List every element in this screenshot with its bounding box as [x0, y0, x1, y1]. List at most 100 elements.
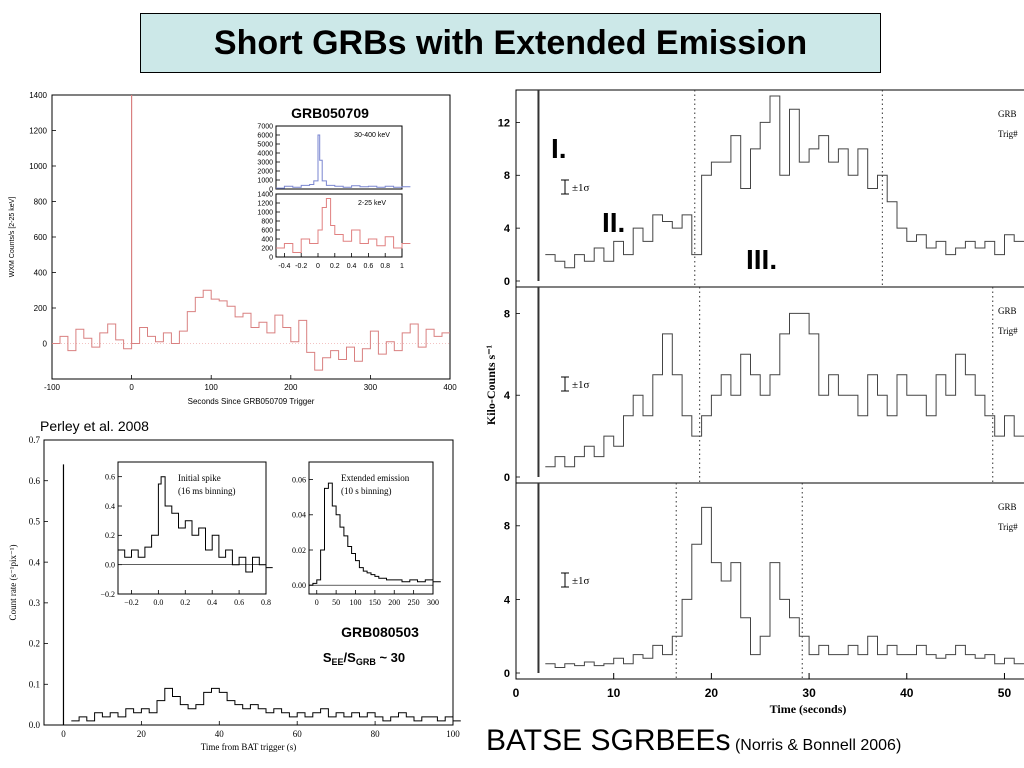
batse-3-ytick-label: 4 [504, 594, 511, 606]
hete-hi-ytick-label: 0 [269, 186, 273, 193]
hete-lo-xtick-label: 0.6 [364, 263, 374, 270]
hete-hi-label: 30-400 keV [354, 132, 390, 139]
batse-1-errorbar [561, 179, 569, 195]
hete-lo-frame [275, 193, 403, 258]
batse-xtick-label: 50 [998, 686, 1012, 700]
swift-spike-ytick-label: −0.2 [100, 590, 115, 599]
hete-xtick-label: -100 [44, 383, 61, 392]
swift-xtick-label: 40 [215, 729, 225, 739]
batse-2-series [545, 312, 1024, 468]
batse-xtick-label: 40 [900, 686, 914, 700]
swift-spike-ytick-label: 0.0 [105, 560, 115, 569]
swift-xtick-label: 60 [293, 729, 303, 739]
hete-ytick-label: 400 [34, 268, 48, 277]
swift-spike-title2: (16 ms binning) [178, 486, 236, 496]
batse-3-errorbar [561, 572, 569, 588]
batse-xlabel: Time (seconds) [770, 702, 847, 716]
hete-lo-xtick-label: -0.2 [295, 263, 307, 270]
hete-xtick-label: 400 [443, 383, 457, 392]
hete-lo-xtick-label: 0.2 [330, 263, 340, 270]
swift-xtick-label: 80 [371, 729, 381, 739]
hete-series [52, 289, 450, 371]
hete-hi-ytick-label: 1000 [257, 177, 273, 184]
swift-ext-xtick-label: 300 [427, 598, 439, 607]
swift-series [71, 687, 461, 722]
batse-3-legend-trig: Trig# [998, 522, 1018, 532]
batse-1-ytick-label: 8 [504, 170, 510, 182]
swift-spike-ytick-label: 0.6 [105, 472, 115, 481]
batse-1-error-label: ±1σ [572, 182, 590, 194]
swift-ytick-label: 0.3 [29, 598, 41, 608]
hete-lo-ytick-label: 600 [261, 227, 273, 234]
swift-spike-xtick-label: 0.0 [153, 598, 163, 607]
swift-ext-series [309, 482, 441, 586]
batse-3-ytick-label: 8 [504, 521, 510, 533]
swift-spike-xtick-label: 0.2 [180, 598, 190, 607]
swift-ext-xtick-label: 200 [388, 598, 400, 607]
swift-ytick-label: 0.2 [29, 639, 40, 649]
batse-1-legend-grb: GRB [998, 109, 1017, 119]
slide-title-box: Short GRBs with Extended Emission [140, 13, 881, 73]
batse-1-series [545, 95, 1024, 269]
swift-ylabel: Count rate (s⁻¹pix⁻¹) [8, 545, 18, 621]
hete-lo-label: 2-25 keV [358, 200, 386, 207]
batse-2-ytick-label: 8 [504, 308, 510, 320]
swift-axes-frame [43, 439, 454, 726]
hete-lo-ytick-label: 1200 [257, 200, 273, 207]
hete-xtick-label: 0 [129, 383, 134, 392]
batse-2-ytick-label: 0 [504, 472, 510, 484]
batse-phase-label: II. [602, 207, 625, 238]
batse-2-ytick-label: 4 [504, 390, 511, 402]
hete-hi-ytick-label: 5000 [257, 141, 273, 148]
batse-1-ytick-label: 12 [498, 117, 510, 129]
swift-ytick-label: 0.6 [29, 476, 41, 486]
hete-hi-ytick-label: 2000 [257, 168, 273, 175]
swift-spike-frame [117, 461, 267, 595]
batse-3-series [545, 506, 1024, 668]
swift-ext-xtick-label: 50 [332, 598, 340, 607]
batse-2-errorbar [561, 376, 569, 392]
batse-3-frame [515, 482, 1024, 680]
swift-spike-title1: Initial spike [178, 473, 221, 483]
batse-3-error-label: ±1σ [572, 575, 590, 587]
footer-main: BATSE SGRBEEs [486, 724, 731, 757]
batse-3-legend-grb: GRB [998, 502, 1017, 512]
swift-spike-xtick-label: 0.6 [234, 598, 244, 607]
hete-ytick-label: 0 [43, 339, 48, 348]
swift-spike-xtick-label: 0.4 [207, 598, 217, 607]
hete-lo-xtick-label: 1 [400, 263, 404, 270]
swift-ext-xtick-label: 0 [315, 598, 319, 607]
swift-ytick-label: 0.7 [29, 435, 41, 445]
swift-spike-ytick-label: 0.2 [105, 531, 115, 540]
hete-lo-xtick-label: 0 [316, 263, 320, 270]
batse-1-ytick-label: 4 [504, 223, 511, 235]
hete-hi-ytick-label: 7000 [257, 123, 273, 130]
hete-xlabel: Seconds Since GRB050709 Trigger [188, 397, 315, 406]
hete-lo-series [276, 198, 411, 253]
swift-xtick-label: 20 [137, 729, 147, 739]
hete-xtick-label: 300 [364, 383, 378, 392]
hete-lo-xtick-label: 0.4 [347, 263, 357, 270]
batse-1-ytick-label: 0 [504, 276, 510, 288]
swift-ytick-label: 0.4 [29, 557, 41, 567]
hete-ytick-label: 600 [34, 233, 48, 242]
swift-ext-title1: Extended emission [341, 473, 410, 483]
hete-hi-series [276, 134, 411, 189]
swift-spike-xtick-label: −0.2 [124, 598, 139, 607]
swift-ytick-label: 0.0 [29, 720, 41, 730]
hete-inset-title: GRB050709 [291, 105, 369, 121]
swift-ext-xtick-label: 100 [350, 598, 362, 607]
swift-ext-ytick-label: 0.00 [292, 581, 306, 590]
swift-annot-ratio: SEE/SGRB ~ 30 [323, 650, 405, 667]
hete-ytick-label: 200 [34, 304, 48, 313]
hete-lo-xtick-label: -0.4 [278, 263, 290, 270]
slide-title: Short GRBs with Extended Emission [213, 23, 808, 62]
swift-spike-xtick-label: 0.8 [261, 598, 271, 607]
swift-ext-frame [308, 461, 434, 595]
footer-batse: BATSE SGRBEEs (Norris & Bonnell 2006) [486, 724, 901, 758]
footer-ref: (Norris & Bonnell 2006) [734, 737, 902, 754]
swift-xlabel: Time from BAT trigger (s) [201, 742, 297, 752]
hete-lo-ytick-label: 800 [261, 218, 273, 225]
hete-ytick-label: 800 [34, 197, 48, 206]
